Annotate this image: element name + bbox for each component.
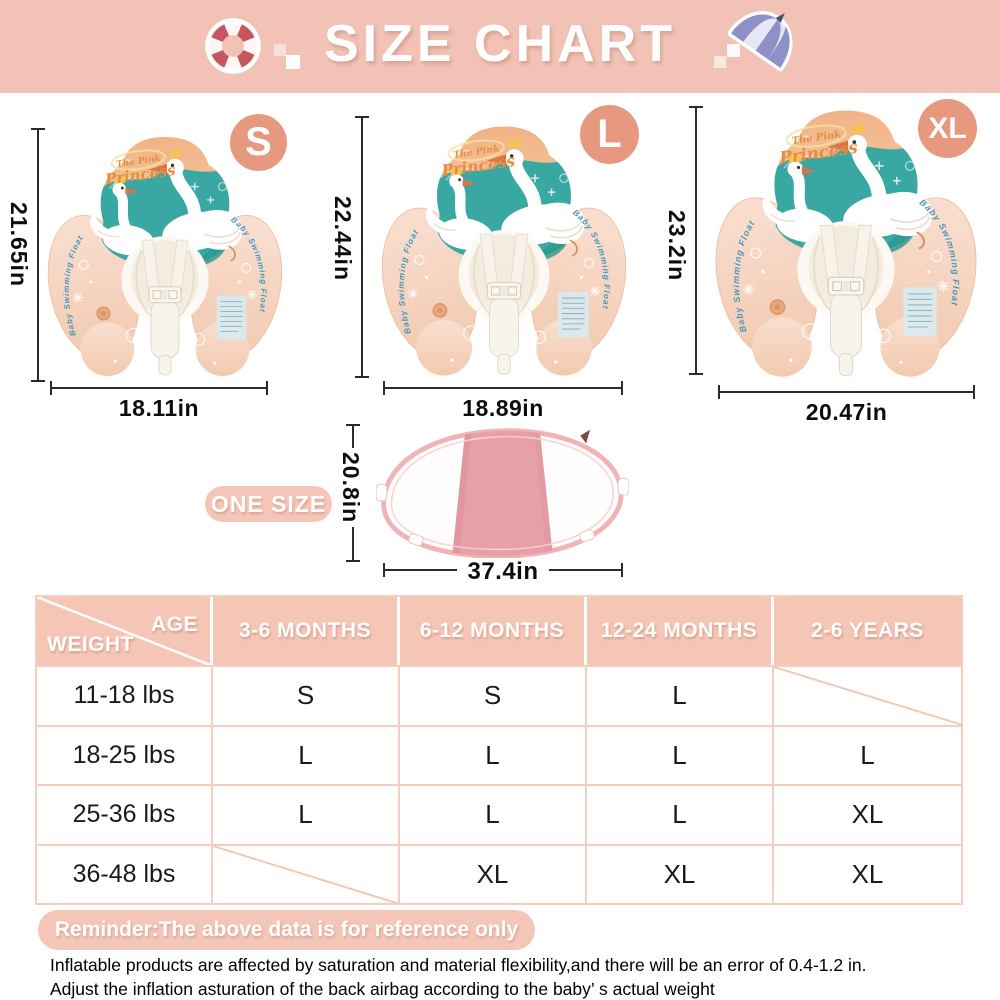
footnote: Inflatable products are affected by satu… xyxy=(50,953,866,1000)
empty-cell-diagonal xyxy=(213,846,398,904)
size-chart-banner: SIZE CHART xyxy=(0,0,1000,93)
column-header-3-6-months: 3-6 MONTHS xyxy=(213,597,400,665)
one-size-label: ONE SIZE xyxy=(205,486,332,522)
corner-age-label: AGE xyxy=(150,613,198,636)
width-dimension-line-l xyxy=(383,381,623,395)
size-cell: L xyxy=(213,784,400,844)
corner-diagonal xyxy=(37,597,210,665)
column-header-6-12-months: 6-12 MONTHS xyxy=(400,597,587,665)
width-value-l: 18.89in xyxy=(462,395,544,421)
size-cell: L xyxy=(774,724,961,784)
pixel-deco xyxy=(286,55,300,69)
pixel-deco xyxy=(714,56,726,68)
size-cell: XL xyxy=(774,784,961,844)
width-value-xl: 20.47in xyxy=(805,399,888,425)
canopy-illustration xyxy=(376,428,629,559)
pixel-deco xyxy=(274,44,286,56)
size-badge-l: L xyxy=(580,105,639,164)
footnote-line-1: Inflatable products are affected by satu… xyxy=(50,955,867,975)
height-value-xl: 23.2in xyxy=(664,210,690,282)
size-badge-xl: XL xyxy=(918,99,977,158)
size-cell: XL xyxy=(774,843,961,903)
height-dimension-line-s xyxy=(31,128,45,382)
width-dimension-line-s xyxy=(50,381,268,395)
size-cell: L xyxy=(400,784,587,844)
size-cell: S xyxy=(213,665,400,725)
canopy-width-value: 37.4in xyxy=(383,558,623,586)
size-cell: L xyxy=(213,724,400,784)
size-cell-empty xyxy=(774,665,961,725)
height-value-l: 22.44in xyxy=(330,196,356,281)
corner-weight-label: WEIGHT xyxy=(47,633,134,656)
height-value-s: 21.65in xyxy=(6,202,32,287)
size-badge-s: S xyxy=(230,114,287,171)
size-cell: L xyxy=(587,724,774,784)
size-table: AGE WEIGHT 3-6 MONTHS 6-12 MONTHS 12-24 … xyxy=(35,595,963,905)
column-header-2-6-years: 2-6 YEARS xyxy=(774,597,961,665)
size-cell-empty xyxy=(213,843,400,904)
height-dimension-line-xl xyxy=(689,106,703,375)
table-corner-cell: AGE WEIGHT xyxy=(37,597,213,665)
page-title: SIZE CHART xyxy=(324,15,676,73)
weight-row-label: 11-18 lbs xyxy=(37,665,213,725)
beach-umbrella-icon xyxy=(727,11,793,72)
weight-row-label: 25-36 lbs xyxy=(37,784,213,844)
footnote-line-2: Adjust the inflation asturation of the b… xyxy=(50,979,715,999)
lifebuoy-icon xyxy=(205,18,261,74)
size-cell: S xyxy=(400,665,587,725)
size-cell: L xyxy=(587,665,774,725)
size-cell: XL xyxy=(587,843,774,903)
weight-row-label: 36-48 lbs xyxy=(37,843,213,903)
empty-cell-diagonal xyxy=(774,667,961,725)
width-dimension-line-xl xyxy=(718,385,975,399)
width-value-s: 18.11in xyxy=(118,395,200,421)
canopy-height-value: 20.8in xyxy=(337,448,364,528)
height-dimension-line-l xyxy=(355,116,369,378)
reminder-banner: Reminder:The above data is for reference… xyxy=(38,910,535,950)
weight-row-label: 18-25 lbs xyxy=(37,724,213,784)
size-cell: L xyxy=(400,724,587,784)
size-cell: L xyxy=(587,784,774,844)
column-header-12-24-months: 12-24 MONTHS xyxy=(587,597,774,665)
float-l-illustration xyxy=(380,119,628,380)
size-cell: XL xyxy=(400,843,587,903)
pixel-deco xyxy=(727,44,740,57)
